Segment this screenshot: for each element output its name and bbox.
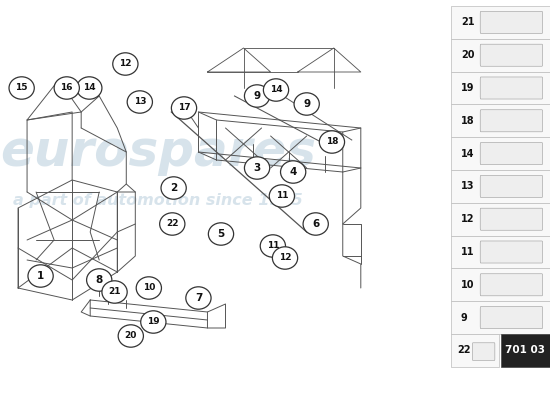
Circle shape xyxy=(280,161,306,183)
Bar xyxy=(451,236,550,268)
Text: 21: 21 xyxy=(108,288,121,296)
Text: eurospares: eurospares xyxy=(0,128,316,176)
Circle shape xyxy=(9,77,34,99)
Circle shape xyxy=(113,53,138,75)
Bar xyxy=(451,6,550,39)
Circle shape xyxy=(160,213,185,235)
Text: 12: 12 xyxy=(279,254,292,262)
Circle shape xyxy=(270,185,294,207)
Text: 5: 5 xyxy=(217,229,224,239)
Text: 19: 19 xyxy=(461,83,475,93)
Text: 13: 13 xyxy=(461,181,475,191)
Text: 11: 11 xyxy=(267,242,279,250)
FancyBboxPatch shape xyxy=(480,77,542,99)
Circle shape xyxy=(263,79,289,101)
Bar xyxy=(451,104,550,137)
Text: 12: 12 xyxy=(461,214,475,224)
Circle shape xyxy=(272,247,298,269)
Circle shape xyxy=(118,325,144,347)
Bar xyxy=(451,268,550,301)
Text: 11: 11 xyxy=(276,192,288,200)
Circle shape xyxy=(54,77,79,99)
FancyBboxPatch shape xyxy=(480,11,542,34)
Circle shape xyxy=(320,131,344,153)
Circle shape xyxy=(294,93,320,115)
Text: 9: 9 xyxy=(303,99,310,109)
Text: 14: 14 xyxy=(270,86,282,94)
Text: 16: 16 xyxy=(60,84,73,92)
FancyBboxPatch shape xyxy=(480,44,542,66)
Text: 12: 12 xyxy=(119,60,131,68)
Circle shape xyxy=(303,213,328,235)
FancyBboxPatch shape xyxy=(480,241,542,263)
Text: 6: 6 xyxy=(312,219,320,229)
Circle shape xyxy=(244,157,270,179)
FancyBboxPatch shape xyxy=(480,110,542,132)
Text: 22: 22 xyxy=(166,220,179,228)
Text: 18: 18 xyxy=(461,116,475,126)
Circle shape xyxy=(86,269,112,291)
Text: a part of automotion since 1985: a part of automotion since 1985 xyxy=(13,192,302,208)
Text: 3: 3 xyxy=(254,163,261,173)
Circle shape xyxy=(76,77,102,99)
Bar xyxy=(451,72,550,104)
Text: 14: 14 xyxy=(461,149,475,159)
Circle shape xyxy=(208,223,234,245)
Circle shape xyxy=(136,277,162,299)
Text: 22: 22 xyxy=(457,346,470,356)
Text: 8: 8 xyxy=(96,275,103,285)
Text: 701 03: 701 03 xyxy=(505,346,545,356)
Text: 2: 2 xyxy=(170,183,177,193)
Text: 7: 7 xyxy=(195,293,202,303)
Text: 19: 19 xyxy=(147,318,159,326)
Text: 15: 15 xyxy=(15,84,28,92)
Bar xyxy=(451,301,550,334)
Bar xyxy=(451,334,498,367)
Text: 9: 9 xyxy=(254,91,261,101)
FancyBboxPatch shape xyxy=(480,306,542,329)
Circle shape xyxy=(186,287,211,309)
Text: 17: 17 xyxy=(178,104,190,112)
FancyBboxPatch shape xyxy=(480,142,542,165)
Circle shape xyxy=(244,85,270,107)
Bar xyxy=(451,137,550,170)
Text: 18: 18 xyxy=(326,138,338,146)
Bar xyxy=(451,170,550,203)
Circle shape xyxy=(127,91,152,113)
Text: 9: 9 xyxy=(461,313,468,322)
FancyBboxPatch shape xyxy=(472,343,495,360)
Text: 13: 13 xyxy=(134,98,146,106)
Text: 14: 14 xyxy=(83,84,96,92)
Text: 11: 11 xyxy=(461,247,475,257)
Text: 10: 10 xyxy=(142,284,155,292)
Circle shape xyxy=(161,177,186,199)
Circle shape xyxy=(141,311,166,333)
Circle shape xyxy=(260,235,285,257)
Text: 20: 20 xyxy=(125,332,137,340)
Text: 20: 20 xyxy=(461,50,475,60)
Circle shape xyxy=(172,97,197,119)
Bar xyxy=(451,39,550,72)
Text: 10: 10 xyxy=(461,280,475,290)
Text: 1: 1 xyxy=(37,271,44,281)
FancyBboxPatch shape xyxy=(480,208,542,230)
Text: 4: 4 xyxy=(289,167,297,177)
FancyBboxPatch shape xyxy=(480,274,542,296)
FancyBboxPatch shape xyxy=(480,175,542,198)
Bar xyxy=(500,334,550,367)
Circle shape xyxy=(28,265,53,287)
Text: 21: 21 xyxy=(461,18,475,28)
Circle shape xyxy=(102,281,127,303)
Bar xyxy=(451,203,550,236)
